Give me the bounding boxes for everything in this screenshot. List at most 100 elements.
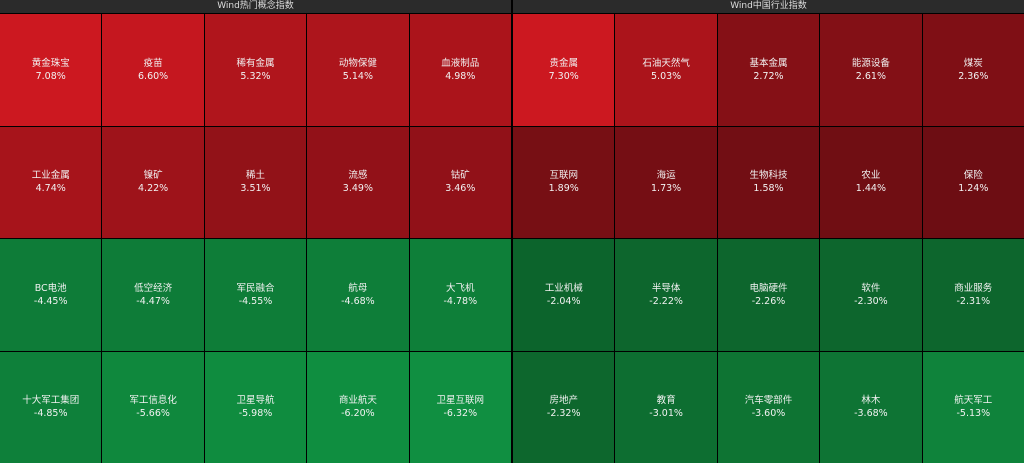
index-tile[interactable]: 汽车零部件 -3.60% <box>717 351 820 463</box>
tile-change: 7.08% <box>35 70 66 82</box>
tile-change: -4.85% <box>33 408 68 420</box>
index-panel: Wind热门概念指数 黄金珠宝 7.08% 疫苗 6.60% 稀有金属 5.32% 动物保健 5… <box>0 0 511 463</box>
index-tile[interactable]: 工业金属 4.74% <box>0 126 102 238</box>
tile-change: -5.13% <box>956 408 991 420</box>
tile-name: 工业金属 <box>31 170 70 182</box>
index-tile[interactable]: 动物保健 5.14% <box>307 14 409 126</box>
index-tile[interactable]: 流感 3.49% <box>307 126 409 238</box>
index-tile[interactable]: 工业机械 -2.04% <box>513 239 615 351</box>
tile-change: 5.03% <box>651 70 682 82</box>
index-tile[interactable]: 软件 -2.30% <box>820 239 922 351</box>
index-tile[interactable]: 商业航天 -6.20% <box>307 351 409 463</box>
tile-change: -6.32% <box>443 408 478 420</box>
tile-name: 流感 <box>348 170 368 182</box>
index-tile[interactable]: 保险 1.24% <box>922 126 1024 238</box>
tile-change: 1.58% <box>753 183 784 195</box>
tile-name: 电脑硬件 <box>749 282 788 294</box>
index-tile[interactable]: 大飞机 -4.78% <box>409 239 511 351</box>
index-tile[interactable]: 海运 1.73% <box>615 126 717 238</box>
tile-name: 保险 <box>963 170 983 182</box>
index-tile[interactable]: 血液制品 4.98% <box>409 14 511 126</box>
tile-change: -4.68% <box>341 295 375 307</box>
index-tile[interactable]: 十大军工集团 -4.85% <box>0 351 102 463</box>
tile-name: 黄金珠宝 <box>31 57 70 69</box>
tile-name: 汽车零部件 <box>744 395 793 407</box>
index-tile[interactable]: 军工信息化 -5.66% <box>102 351 204 463</box>
tile-name: 军工信息化 <box>129 395 177 407</box>
index-tile[interactable]: 卫星互联网 -6.32% <box>409 351 511 463</box>
tile-change: -2.31% <box>956 295 991 307</box>
tile-name: 互联网 <box>549 170 578 182</box>
panel-title: Wind中国行业指数 <box>513 0 1024 13</box>
index-tile[interactable]: 航母 -4.68% <box>307 239 409 351</box>
index-tile[interactable]: 稀有金属 5.32% <box>204 14 307 126</box>
tile-change: -2.04% <box>546 295 581 307</box>
tile-change: -6.20% <box>341 408 375 420</box>
index-tile[interactable]: 林木 -3.68% <box>820 351 922 463</box>
tile-change: 4.22% <box>138 183 169 195</box>
index-tile[interactable]: 生物科技 1.58% <box>717 126 820 238</box>
index-tile[interactable]: 卫星导航 -5.98% <box>204 351 307 463</box>
index-tile[interactable]: 石油天然气 5.03% <box>615 14 717 126</box>
tile-name: 稀土 <box>245 170 265 182</box>
tile-change: -4.55% <box>238 295 273 307</box>
tile-name: 基本金属 <box>749 57 788 69</box>
tile-change: 4.98% <box>445 70 476 82</box>
tile-change: 3.51% <box>240 183 271 195</box>
index-tile[interactable]: 航天军工 -5.13% <box>922 351 1024 463</box>
index-panel: Wind中国行业指数 贵金属 7.30% 石油天然气 5.03% 基本金属 2.72% 能源设… <box>513 0 1024 463</box>
index-tile[interactable]: 电脑硬件 -2.26% <box>717 239 820 351</box>
index-tile[interactable]: 钴矿 3.46% <box>409 126 511 238</box>
tile-name: 疫苗 <box>143 57 163 69</box>
index-tile[interactable]: 能源设备 2.61% <box>820 14 922 126</box>
tile-change: 1.44% <box>855 183 886 195</box>
tile-change: 7.30% <box>548 70 579 82</box>
index-tile[interactable]: 农业 1.44% <box>820 126 922 238</box>
index-tile[interactable]: 互联网 1.89% <box>513 126 615 238</box>
tile-change: 2.61% <box>855 70 886 82</box>
tile-name: 海运 <box>656 170 676 182</box>
index-tile[interactable]: BC电池 -4.45% <box>0 239 102 351</box>
tile-change: 4.74% <box>35 183 66 195</box>
tile-change: -4.78% <box>443 295 478 307</box>
tile-name: 商业航天 <box>338 395 377 407</box>
index-tile[interactable]: 半导体 -2.22% <box>615 239 717 351</box>
tile-change: 5.32% <box>240 70 271 82</box>
tile-change: 3.49% <box>342 183 373 195</box>
index-tile[interactable]: 煤炭 2.36% <box>922 14 1024 126</box>
tile-name: 软件 <box>861 282 881 294</box>
tile-change: 5.14% <box>342 70 373 82</box>
tile-change: 6.60% <box>138 70 169 82</box>
index-tile[interactable]: 镍矿 4.22% <box>102 126 204 238</box>
tile-change: -4.47% <box>136 295 170 307</box>
index-tile[interactable]: 疫苗 6.60% <box>102 14 204 126</box>
tile-grid: 黄金珠宝 7.08% 疫苗 6.60% 稀有金属 5.32% 动物保健 5.14% 血液制品 4.… <box>0 13 511 463</box>
tile-name: 半导体 <box>651 282 681 294</box>
index-tile[interactable]: 房地产 -2.32% <box>513 351 615 463</box>
tile-name: 航母 <box>348 282 368 294</box>
tile-name: 十大军工集团 <box>22 395 80 407</box>
tile-name: 商业服务 <box>954 282 993 294</box>
tile-change: 1.73% <box>651 183 682 195</box>
tile-name: 军民融合 <box>236 282 275 294</box>
tile-name: 卫星互联网 <box>436 395 485 407</box>
tile-grid: 贵金属 7.30% 石油天然气 5.03% 基本金属 2.72% 能源设备 2.61% 煤炭 2.… <box>513 13 1024 463</box>
tile-name: 农业 <box>861 170 881 182</box>
index-tile[interactable]: 低空经济 -4.47% <box>102 239 204 351</box>
tile-name: 钴矿 <box>450 170 470 182</box>
tile-change: -3.68% <box>854 408 888 420</box>
index-tile[interactable]: 稀土 3.51% <box>204 126 307 238</box>
tile-name: 煤炭 <box>963 57 983 69</box>
tile-change: 1.89% <box>548 183 579 195</box>
tile-name: 房地产 <box>549 395 578 407</box>
index-tile[interactable]: 贵金属 7.30% <box>513 14 615 126</box>
index-tile[interactable]: 商业服务 -2.31% <box>922 239 1024 351</box>
tile-name: 大飞机 <box>446 282 475 294</box>
index-tile[interactable]: 基本金属 2.72% <box>717 14 820 126</box>
tile-name: 教育 <box>656 395 676 407</box>
index-tile[interactable]: 军民融合 -4.55% <box>204 239 307 351</box>
index-tile[interactable]: 教育 -3.01% <box>615 351 717 463</box>
tile-name: 稀有金属 <box>236 57 275 69</box>
tile-name: 动物保健 <box>338 57 377 69</box>
index-tile[interactable]: 黄金珠宝 7.08% <box>0 14 102 126</box>
